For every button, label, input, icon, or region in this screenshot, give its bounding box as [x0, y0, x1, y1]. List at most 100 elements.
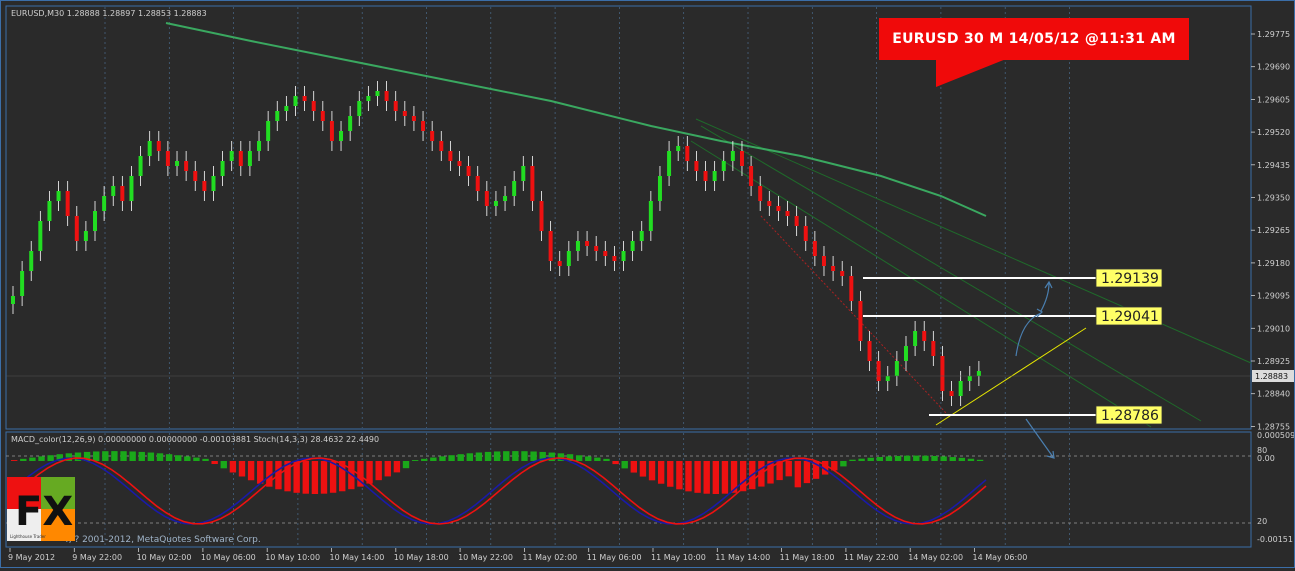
fx-logo-icon: FX Lighthouse Trader [7, 477, 75, 541]
macd-bar [967, 458, 975, 461]
candle [749, 166, 754, 186]
macd-bar [448, 455, 455, 461]
candle [612, 256, 617, 261]
macd-bar [357, 461, 364, 487]
macd-bar [302, 461, 309, 494]
symbol-header: EURUSD,M30 1.28888 1.28897 1.28853 1.288… [11, 9, 207, 18]
candle [503, 196, 508, 201]
macd-bar [639, 461, 647, 477]
candle [958, 381, 963, 396]
candle [657, 176, 662, 201]
macd-bar [903, 455, 911, 461]
macd-bar [375, 461, 382, 481]
macd-bar [594, 457, 601, 461]
time-tick-label: 11 May 22:00 [844, 553, 899, 562]
price-tick-label: 1.28925 [1257, 357, 1290, 366]
up-arrow-1-icon [1015, 312, 1042, 357]
macd-bar [621, 461, 628, 469]
indicator-label: MACD_color(12,26,9) 0.00000000 0.0000000… [11, 435, 379, 444]
macd-bar [521, 451, 528, 461]
macd-bar [503, 451, 510, 461]
candle [758, 186, 763, 201]
candle [111, 186, 116, 196]
candle [393, 101, 398, 111]
candle [421, 121, 426, 131]
candle [967, 376, 972, 381]
stoch-signal-line [10, 457, 987, 525]
macd-bar [530, 451, 537, 461]
candle [712, 171, 717, 181]
macd-bar [439, 456, 446, 461]
candle [867, 341, 872, 361]
macd-bar [430, 457, 437, 461]
candle [566, 251, 571, 266]
macd-bar [457, 454, 464, 461]
macd-bar [548, 452, 555, 461]
candle [74, 216, 79, 241]
indicator-axis: 0.000509 800.00 20 -0.00151 [1257, 431, 1295, 544]
macd-bar [493, 451, 501, 461]
macd-bar [976, 459, 984, 461]
macd-bar [667, 461, 674, 487]
macd-bar [238, 461, 246, 477]
candle [594, 246, 599, 251]
candle [275, 111, 280, 121]
candle [493, 201, 498, 206]
level-label-3-text: 1.28786 [1101, 408, 1159, 424]
candle [630, 241, 635, 251]
candle [849, 276, 854, 301]
candle [439, 141, 444, 151]
macd-bar [384, 461, 391, 477]
macd-bar [812, 461, 820, 479]
price-tick-label: 1.29775 [1257, 30, 1290, 39]
macd-bar [676, 461, 683, 490]
candle [120, 186, 125, 201]
level-label-2-text: 1.29041 [1101, 309, 1159, 325]
macd-bar [56, 454, 63, 461]
candle [257, 141, 262, 151]
macd-bar [867, 457, 874, 461]
candle [557, 261, 562, 266]
macd-bar [311, 461, 319, 494]
candle [575, 241, 580, 251]
svg-text:FX: FX [15, 489, 73, 535]
macd-bar [703, 461, 710, 494]
candle [949, 391, 954, 396]
banner-pointer [936, 59, 1006, 87]
level-label-3: 1.28786 [1095, 405, 1163, 425]
candlesticks [11, 81, 981, 406]
macd-bar [840, 461, 847, 467]
candle [539, 201, 544, 231]
price-tick-label: 1.29350 [1257, 194, 1290, 203]
candle [776, 206, 781, 211]
candle [411, 116, 416, 121]
price-tick-label: 1.29095 [1257, 292, 1290, 301]
candle [65, 191, 70, 216]
time-tick-label: 11 May 10:00 [651, 553, 706, 562]
macd-bar [165, 454, 173, 461]
macd-bar [831, 461, 838, 471]
candle [667, 151, 672, 176]
candle [730, 151, 735, 161]
indicator-tick-label: 80 [1257, 446, 1267, 455]
candle [384, 91, 389, 101]
candle [93, 211, 98, 231]
candle [448, 151, 453, 161]
candle [156, 141, 161, 151]
fib-diagonal [760, 215, 947, 414]
macd-bar [74, 452, 82, 461]
candle [20, 271, 25, 296]
macd-bar [284, 461, 291, 492]
candle [639, 231, 644, 241]
candle [220, 161, 225, 176]
channel-line-2 [700, 125, 1202, 422]
macd-bar [894, 455, 902, 461]
macd-bar [730, 461, 738, 493]
candle [885, 376, 890, 381]
macd-bar [940, 456, 947, 461]
candle [339, 131, 344, 141]
moving-average-line [165, 22, 987, 217]
macd-bar [913, 455, 920, 461]
